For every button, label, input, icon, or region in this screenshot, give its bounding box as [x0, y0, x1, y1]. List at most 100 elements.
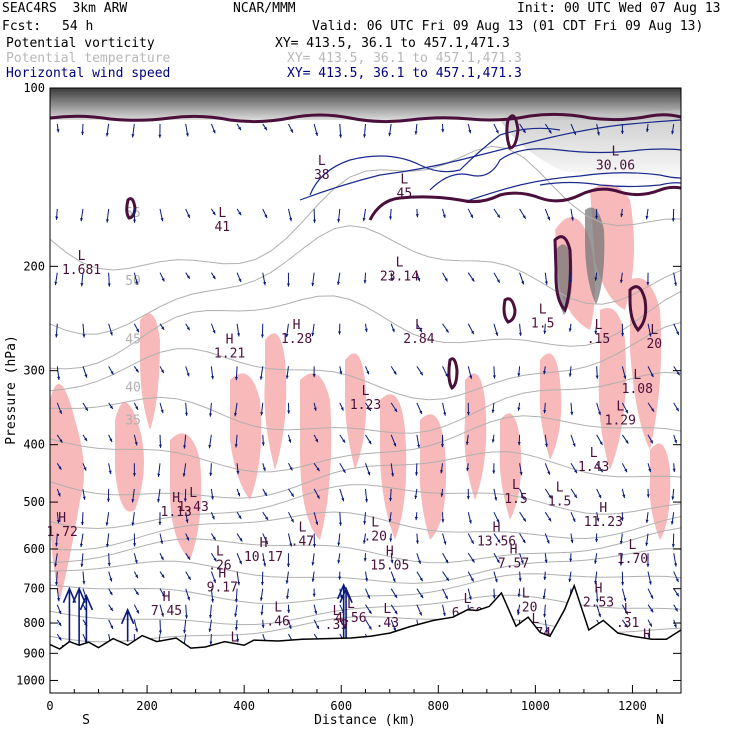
pv-contour-blob-6 — [505, 114, 520, 150]
wind-vector-head — [414, 472, 419, 476]
wind-vector-head — [445, 373, 448, 378]
wind-vector-head — [414, 516, 418, 521]
wind-vector-head — [598, 613, 602, 618]
wind-vector-head — [414, 131, 418, 135]
theta-contour-label: 40 — [125, 380, 141, 395]
wind-vector-head — [131, 499, 135, 503]
wind-vector-head — [543, 576, 547, 581]
y-tick-label: 800 — [23, 616, 45, 630]
wind-vector-head — [106, 498, 110, 502]
pv-extremum-value: .20 — [363, 530, 386, 545]
wind-vector-head — [466, 467, 470, 472]
wind-vector-head — [619, 279, 623, 284]
wind-vector-head — [108, 470, 112, 475]
wind-vector-head — [389, 538, 393, 542]
wind-vector-head — [624, 468, 627, 473]
wind-vector-head — [161, 593, 165, 598]
wind-vector-head — [597, 411, 601, 416]
wind-vector-head — [494, 578, 498, 583]
wind-vector-head — [368, 610, 372, 614]
pv-extremum-kind: H — [595, 581, 603, 596]
wind-vector-head — [261, 442, 265, 446]
wind-vector-head — [259, 597, 263, 601]
wind-vector-head — [495, 129, 499, 134]
wind-vector-head — [186, 556, 190, 560]
wind-vector-head — [260, 582, 264, 586]
wind-vector-head — [543, 370, 547, 375]
wind-vector-head — [468, 129, 472, 134]
wind-vector-head — [495, 332, 499, 336]
pv-extremum-kind: L — [556, 481, 564, 496]
wind-vector-head — [496, 279, 500, 283]
wind-vector-head — [389, 497, 393, 502]
wind-vector-head — [285, 375, 289, 379]
y-tick-label: 600 — [23, 542, 45, 556]
wind-vector-head — [80, 563, 84, 567]
wind-vector-head — [394, 594, 398, 598]
pv-extremum-kind: L — [396, 255, 404, 270]
wind-vector-head — [84, 374, 88, 378]
pv-extremum-kind: L — [216, 544, 224, 559]
pv-extremum-value: .20 — [514, 601, 537, 616]
pv-extremum-value: 1.70 — [617, 552, 648, 567]
wind-vector-head — [547, 216, 550, 221]
wind-vector-head — [84, 437, 88, 442]
x-tick-label: 400 — [233, 699, 255, 713]
wind-vector-head — [132, 473, 136, 477]
wind-vector-head — [109, 332, 113, 336]
wind-vector-head — [158, 444, 162, 448]
pv-extremum-value: 1.5 — [504, 492, 527, 507]
wind-vector-head — [388, 132, 392, 137]
theta-contour — [50, 322, 681, 401]
wind-vector-head — [420, 594, 424, 599]
pv-extremum-kind: L — [629, 538, 637, 553]
wind-vector-head — [623, 598, 627, 602]
wind-vector-head — [238, 278, 242, 283]
wind-vector-head — [234, 412, 238, 417]
wind-vector-head — [674, 563, 678, 567]
updraft-vector-head — [72, 586, 86, 603]
y-tick-label: 700 — [23, 582, 45, 596]
wind-vector-head — [594, 277, 598, 281]
wind-vector-head — [440, 444, 444, 448]
pv-contour-blob-5 — [125, 197, 137, 220]
pv-contour-upper-right — [368, 185, 681, 221]
wind-vector-head — [208, 628, 212, 632]
wind-vector-head — [518, 332, 522, 336]
wind-vector-head — [517, 611, 521, 616]
wind-vector-head — [596, 518, 600, 522]
wind-vector-head — [136, 328, 139, 333]
wind-vector-head — [238, 126, 241, 131]
wind-vector-head — [238, 515, 242, 519]
wind-vector-head — [368, 626, 372, 630]
wind-vector-head — [289, 543, 293, 547]
wind-vector-head — [312, 593, 316, 597]
wind-vector-head — [648, 468, 652, 473]
wind-vector-head — [237, 581, 241, 586]
pv-extremum-kind: L — [415, 318, 423, 333]
terrain-line — [50, 583, 681, 650]
x-end-label-north: N — [656, 713, 664, 728]
pv-extremum-value: 15.05 — [370, 558, 409, 573]
wind-vector-head — [492, 470, 496, 474]
wind-vector-head — [209, 472, 213, 477]
wind-vector-head — [184, 615, 188, 619]
wind-vector-head — [393, 442, 397, 447]
wind-vector-head — [674, 607, 678, 612]
wind-vector-head — [210, 375, 214, 380]
pv-extremum-kind: L — [347, 597, 355, 612]
wind-vector-head — [110, 625, 113, 629]
wind-vector-head — [671, 544, 675, 548]
wind-vector-head — [239, 538, 243, 542]
wind-vector-head — [645, 519, 649, 523]
wind-vector-head — [109, 607, 113, 611]
pv-extremum-kind: L — [650, 323, 658, 338]
wind-vector-head — [286, 563, 290, 567]
wind-vector-head — [542, 595, 546, 600]
wind-vector-head — [568, 373, 572, 377]
wind-vector-head — [105, 219, 109, 223]
wind-vector-head — [394, 610, 398, 615]
wind-vector-head — [186, 372, 190, 377]
wind-vector-head — [469, 375, 473, 379]
wind-vector-head — [337, 560, 341, 564]
